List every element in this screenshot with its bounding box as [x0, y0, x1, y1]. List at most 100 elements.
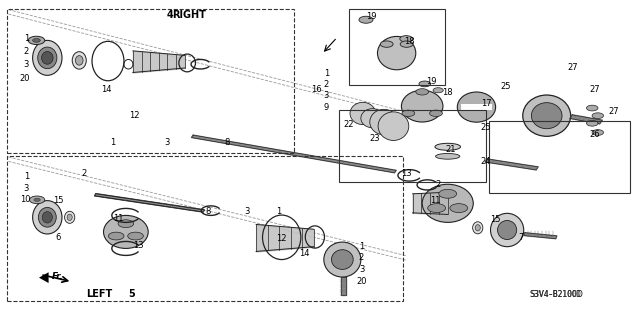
Text: 3: 3: [324, 92, 329, 100]
Text: 13: 13: [401, 169, 412, 178]
Text: 3: 3: [244, 207, 249, 216]
Text: 1: 1: [24, 34, 29, 43]
Text: 15: 15: [490, 215, 501, 224]
Circle shape: [34, 198, 40, 201]
Text: 10: 10: [20, 195, 30, 204]
Ellipse shape: [370, 109, 398, 135]
Circle shape: [586, 105, 598, 111]
Text: LEFT: LEFT: [86, 289, 113, 300]
Circle shape: [400, 41, 413, 47]
Polygon shape: [39, 272, 49, 283]
Text: 22: 22: [344, 120, 354, 129]
Text: 20: 20: [356, 277, 367, 286]
Text: 15: 15: [53, 196, 63, 205]
Ellipse shape: [65, 211, 75, 223]
Circle shape: [586, 121, 598, 126]
Text: S3V4-B2100D: S3V4-B2100D: [531, 290, 582, 299]
Bar: [461, 104, 492, 110]
Text: S3V4–B2100D: S3V4–B2100D: [529, 290, 583, 299]
Ellipse shape: [490, 213, 524, 247]
Text: 2: 2: [435, 181, 441, 189]
Text: 9: 9: [324, 103, 329, 112]
Circle shape: [402, 110, 415, 116]
Ellipse shape: [33, 201, 62, 234]
Ellipse shape: [531, 103, 562, 129]
Text: 8: 8: [225, 137, 230, 146]
Circle shape: [28, 36, 45, 45]
Ellipse shape: [332, 250, 353, 269]
Text: 7: 7: [518, 233, 524, 242]
Text: 18: 18: [404, 38, 415, 47]
Ellipse shape: [72, 52, 86, 69]
Ellipse shape: [422, 184, 473, 222]
Polygon shape: [95, 194, 204, 212]
Ellipse shape: [378, 36, 416, 70]
Ellipse shape: [38, 47, 57, 69]
Circle shape: [429, 110, 442, 116]
Ellipse shape: [67, 214, 72, 220]
Text: 14: 14: [299, 249, 309, 258]
Ellipse shape: [38, 207, 56, 227]
Polygon shape: [341, 277, 346, 295]
Bar: [7, 156, 403, 301]
Text: 18: 18: [442, 88, 453, 97]
Circle shape: [108, 232, 124, 240]
Text: 11: 11: [429, 196, 440, 205]
Text: 2: 2: [359, 254, 364, 263]
Text: 2: 2: [81, 169, 86, 178]
Text: 20: 20: [20, 74, 30, 83]
Text: 11: 11: [113, 214, 124, 223]
Circle shape: [380, 41, 393, 47]
Text: 5: 5: [128, 289, 135, 300]
Ellipse shape: [436, 153, 460, 159]
Circle shape: [128, 232, 143, 240]
Text: 25: 25: [481, 123, 492, 132]
Text: 12: 12: [129, 111, 140, 120]
Circle shape: [359, 16, 373, 23]
Text: 1: 1: [276, 207, 281, 216]
Text: 27: 27: [567, 63, 577, 72]
Ellipse shape: [324, 242, 361, 277]
Text: 27: 27: [609, 108, 619, 116]
Text: 3: 3: [359, 264, 364, 274]
Polygon shape: [570, 115, 602, 124]
Ellipse shape: [361, 109, 384, 128]
Bar: [7, 9, 294, 153]
Text: 12: 12: [276, 234, 287, 243]
Circle shape: [33, 39, 40, 42]
Circle shape: [416, 89, 429, 95]
Text: RIGHT: RIGHT: [172, 10, 206, 20]
Text: 1: 1: [24, 173, 29, 182]
Circle shape: [428, 204, 445, 212]
Circle shape: [592, 113, 604, 119]
Circle shape: [400, 36, 413, 42]
Text: 17: 17: [481, 100, 492, 108]
Circle shape: [450, 204, 468, 212]
Text: 26: 26: [589, 130, 600, 138]
Polygon shape: [95, 194, 204, 212]
Circle shape: [439, 189, 457, 198]
Text: 16: 16: [312, 85, 322, 94]
Bar: [349, 9, 445, 85]
Text: 4: 4: [166, 10, 173, 20]
Ellipse shape: [458, 92, 495, 122]
Text: 1: 1: [324, 69, 329, 78]
Text: 3: 3: [24, 184, 29, 193]
Circle shape: [592, 130, 604, 135]
Circle shape: [118, 220, 134, 227]
Ellipse shape: [472, 222, 483, 234]
Ellipse shape: [33, 41, 62, 75]
Text: 6: 6: [56, 233, 61, 242]
Text: Fr.: Fr.: [52, 271, 63, 281]
Circle shape: [29, 196, 45, 204]
Ellipse shape: [42, 211, 52, 223]
Text: 3: 3: [164, 137, 170, 146]
Polygon shape: [524, 233, 557, 239]
Circle shape: [433, 88, 444, 93]
Ellipse shape: [475, 225, 480, 231]
Text: 1: 1: [110, 137, 115, 146]
Text: 19: 19: [426, 77, 437, 86]
Text: 24: 24: [481, 157, 492, 166]
Text: 14: 14: [101, 85, 111, 94]
Circle shape: [419, 81, 431, 87]
